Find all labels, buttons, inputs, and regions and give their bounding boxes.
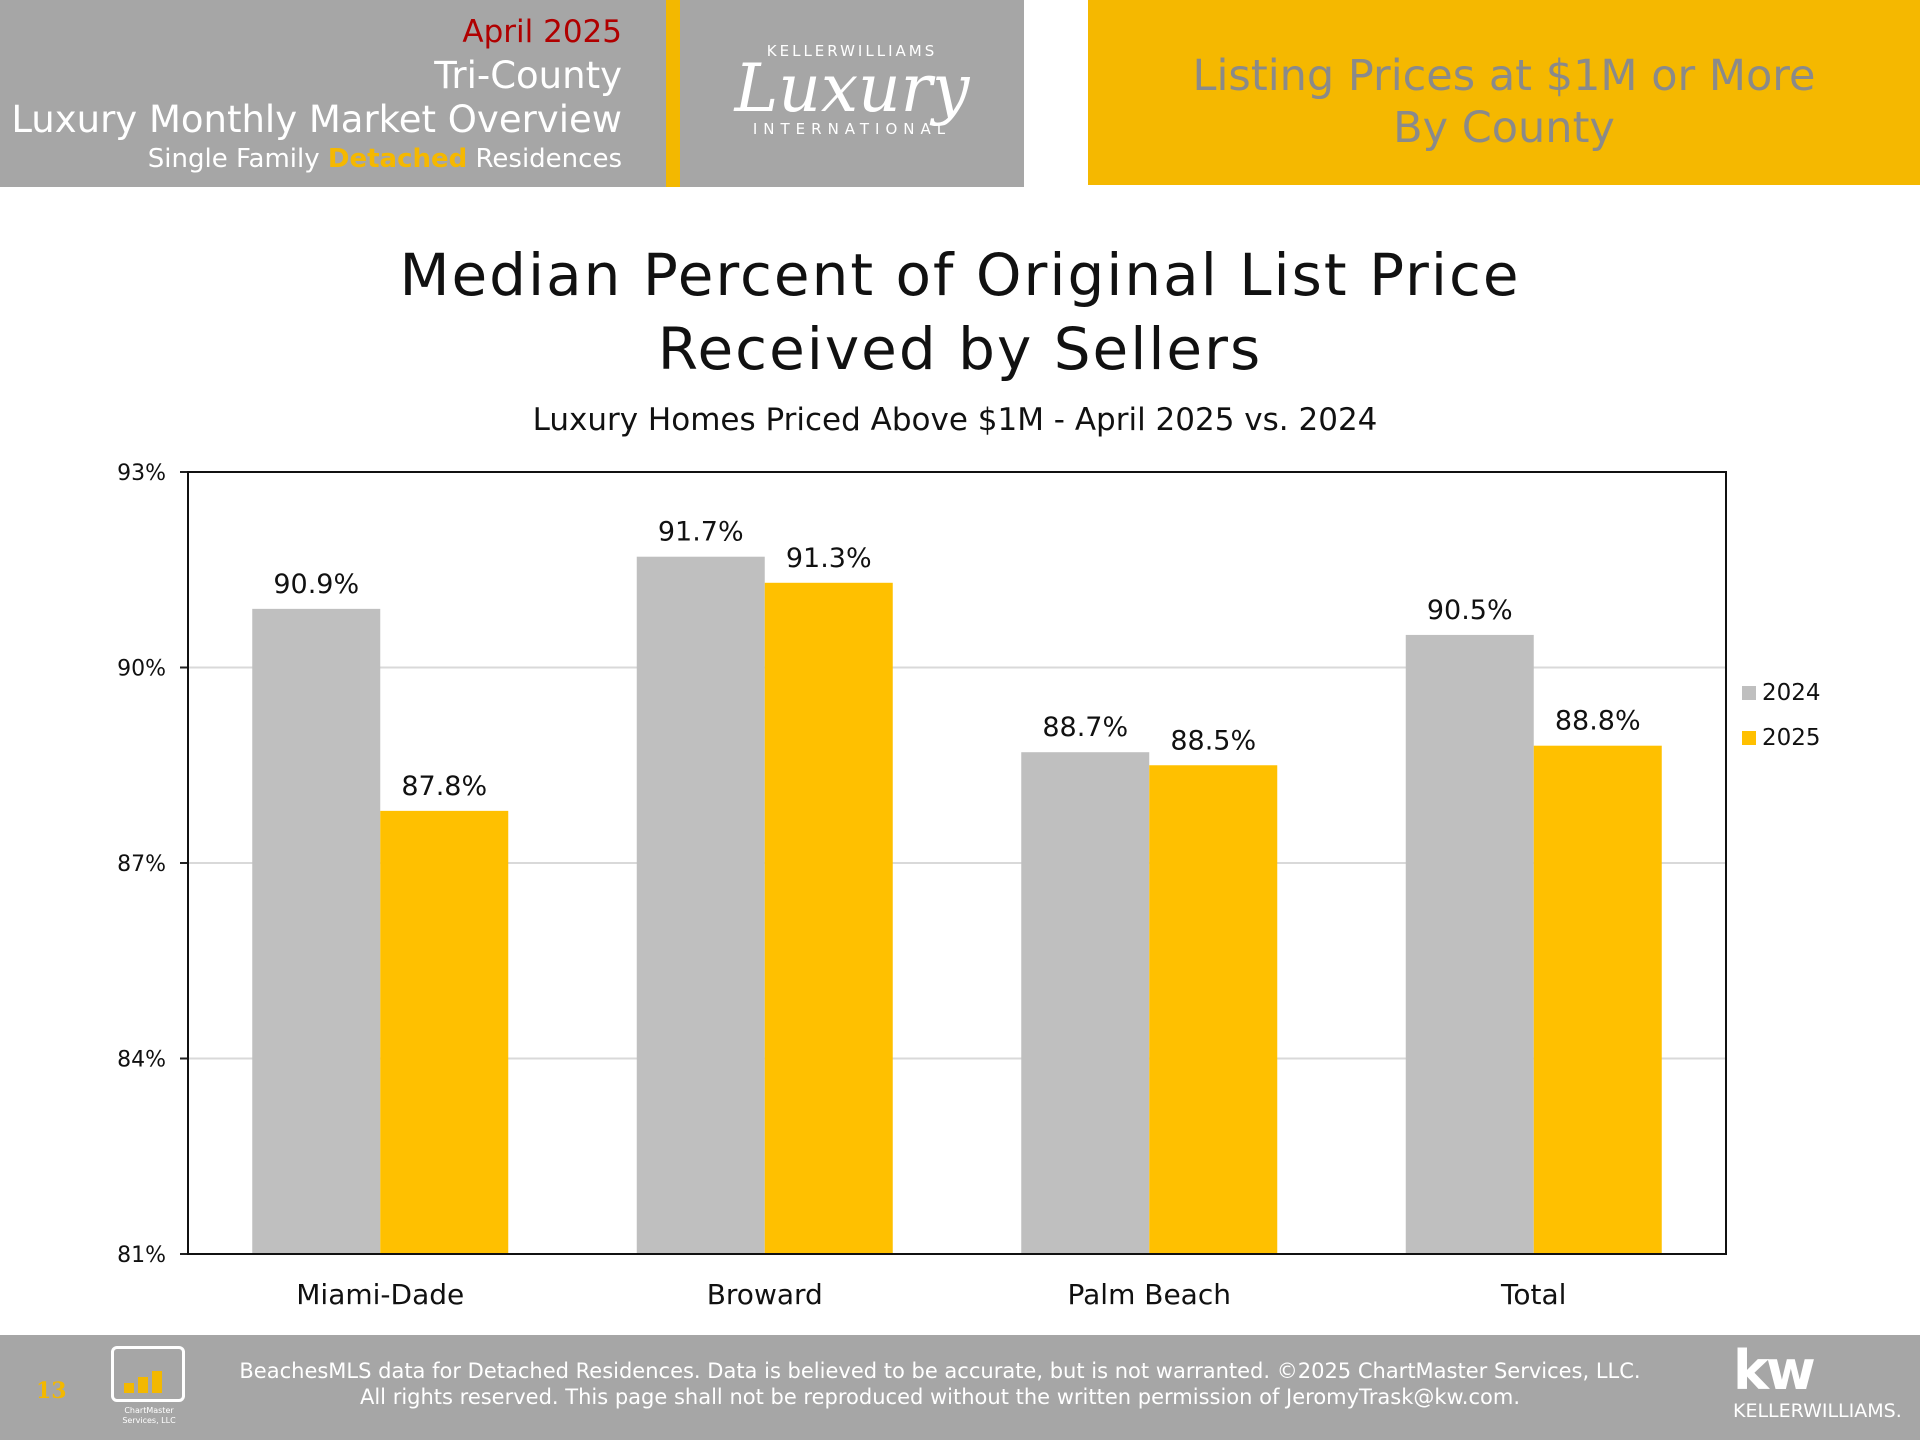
y-tick-label: 84%: [117, 1048, 166, 1073]
footer-line2: All rights reserved. This page shall not…: [359, 1385, 1521, 1409]
header-divider: [666, 0, 680, 187]
data-label: 91.7%: [658, 517, 744, 548]
page-number: 13: [36, 1378, 67, 1404]
section-heading-line1: Listing Prices at $1M or More: [1192, 51, 1816, 101]
report-region: Tri-County: [434, 54, 622, 97]
bar-2024: [1405, 634, 1534, 1254]
data-label: 90.5%: [1427, 595, 1513, 626]
legend-swatch: [1742, 686, 1756, 700]
x-tick-label: Broward: [707, 1278, 823, 1311]
report-date: April 2025: [462, 14, 622, 50]
chart-subtitle: Luxury Homes Priced Above $1M - April 20…: [532, 402, 1378, 438]
chart-title-line2: Received by Sellers: [657, 315, 1263, 383]
luxury-logo-international: INTERNATIONAL: [752, 120, 952, 138]
bar-chart: 81% 84% 87% 90% 93% 90.9% 87.8% Miami-Dade 91.7%…: [117, 461, 1821, 1311]
y-tick-label: 81%: [117, 1243, 166, 1268]
y-tick-label: 93%: [117, 461, 166, 486]
legend-swatch: [1742, 731, 1756, 745]
bar-2025: [380, 810, 509, 1254]
report-subtitle: Single Family Detached Residences: [148, 144, 622, 174]
footer-disclaimer: BeachesMLS data for Detached Residences.…: [160, 1358, 1720, 1410]
kw-logo: kw: [1733, 1339, 1816, 1402]
luxury-logo-brand: KELLERWILLIAMS: [766, 42, 938, 60]
logo-bar: [152, 1371, 162, 1393]
header-left-panel: [0, 0, 666, 187]
bar-2024: [1021, 752, 1150, 1254]
luxury-logo-script: Luxury: [734, 50, 970, 127]
x-tick-label: Miami-Dade: [296, 1278, 464, 1311]
legend-label: 2024: [1762, 680, 1821, 706]
bar-2025: [764, 582, 893, 1254]
chart-title-line1: Median Percent of Original List Price: [399, 241, 1521, 309]
logo-bar: [124, 1383, 134, 1393]
section-heading: Listing Prices at $1M or More By County: [1088, 50, 1920, 154]
subtitle-suffix: Residences: [467, 144, 623, 174]
bar-2024: [252, 608, 381, 1254]
legend-label: 2025: [1762, 725, 1821, 751]
x-tick-label: Total: [1500, 1278, 1566, 1311]
chartmaster-logo-caption-1: ChartMaster: [124, 1406, 174, 1415]
y-tick-label: 90%: [117, 657, 166, 682]
footer-bar: [0, 1335, 1920, 1440]
data-label: 87.8%: [401, 771, 487, 802]
chartmaster-logo-icon: [111, 1346, 185, 1402]
x-tick-label: Palm Beach: [1068, 1278, 1231, 1311]
data-label: 90.9%: [273, 569, 359, 600]
data-label: 88.7%: [1042, 712, 1128, 743]
chart-title: Median Percent of Original List Price Re…: [0, 238, 1920, 386]
subtitle-highlight: Detached: [327, 144, 468, 174]
bar-2025: [1149, 765, 1278, 1254]
report-title: Luxury Monthly Market Overview: [11, 98, 622, 141]
chartmaster-logo-caption-2: Services, LLC: [122, 1416, 176, 1425]
data-label: 88.8%: [1555, 706, 1641, 737]
bar-2025: [1533, 745, 1662, 1254]
chartmaster-logo-caption: ChartMaster Services, LLC: [104, 1406, 194, 1426]
subtitle-prefix: Single Family: [147, 144, 328, 174]
data-label: 91.3%: [786, 543, 872, 574]
section-heading-line2: By County: [1393, 103, 1615, 153]
kw-wordmark: KELLERWILLIAMS.: [1733, 1400, 1902, 1422]
data-label: 88.5%: [1170, 725, 1256, 756]
header-right-panel: [1088, 0, 1920, 185]
footer-line1: BeachesMLS data for Detached Residences.…: [239, 1359, 1641, 1383]
header-logo-panel: [680, 0, 1024, 187]
plot-frame: [187, 471, 1727, 1255]
logo-bar: [138, 1377, 148, 1393]
bar-2024: [636, 556, 765, 1254]
y-tick-label: 87%: [117, 852, 166, 877]
